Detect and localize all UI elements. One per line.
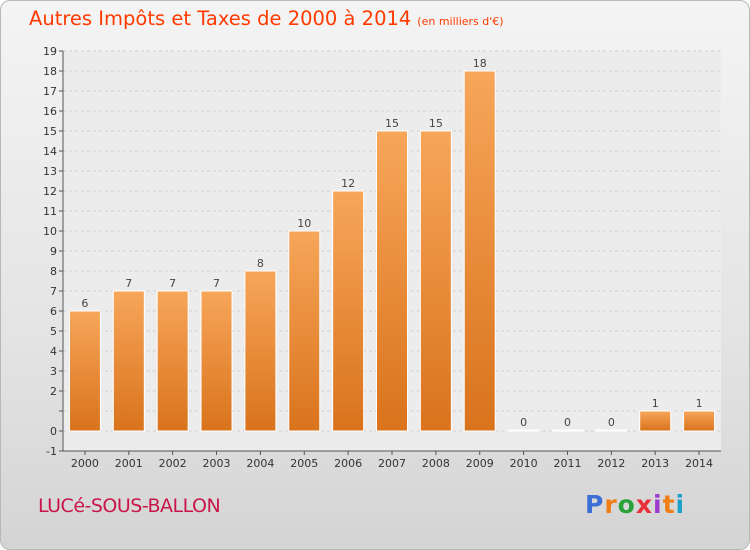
bar [551,429,584,432]
data-label: 7 [125,277,132,290]
data-label: 18 [473,57,487,70]
x-tick-label: 2005 [290,457,318,470]
logo-letter: t [662,490,676,519]
x-tick-label: 2001 [115,457,143,470]
y-tick-label: 4 [50,345,57,358]
data-label: 0 [608,416,615,429]
data-label: 15 [385,117,399,130]
bar [376,130,408,432]
logo-letter: i [675,490,686,519]
y-tick-label: 2 [50,385,57,398]
proxiti-logo: Proxiti [585,490,685,519]
y-tick-label: 9 [50,245,57,258]
title-text: Autres Impôts et Taxes de 2000 à 2014 [29,7,412,30]
bar [156,290,189,432]
x-tick-label: 2010 [510,457,538,470]
x-tick-label: 2013 [641,457,669,470]
y-tick-label: 14 [43,145,57,158]
y-tick-label: 11 [43,205,57,218]
data-label: 10 [297,217,311,230]
data-label: 1 [696,397,703,410]
bar [639,410,672,432]
logo-letter: r [604,490,618,519]
y-tick-label: 6 [50,305,57,318]
chart-title: Autres Impôts et Taxes de 2000 à 2014 (en… [29,7,504,30]
y-tick-label: -1 [46,445,57,458]
x-tick-label: 2009 [466,457,494,470]
y-tick-label: 18 [43,65,57,78]
bar [68,310,101,432]
data-label: 0 [564,416,571,429]
y-tick-label: 5 [50,325,57,338]
bar [595,429,628,432]
bar [200,290,233,432]
logo-letter: x [635,490,653,519]
y-tick-label: 7 [50,285,57,298]
y-tick-label: 10 [43,225,57,238]
x-tick-label: 2012 [597,457,625,470]
x-tick-label: 2004 [246,457,274,470]
logo-letter: o [617,490,636,519]
data-label: 0 [520,416,527,429]
x-tick-label: 2008 [422,457,450,470]
y-tick-label: 16 [43,105,57,118]
x-tick-label: 2014 [685,457,713,470]
bar [419,130,452,432]
y-tick-label: 8 [50,265,57,278]
x-tick-label: 2003 [203,457,231,470]
y-tick-label: 19 [43,45,57,58]
x-tick-label: 2011 [553,457,581,470]
x-tick-label: 2002 [159,457,187,470]
logo-letter: P [585,490,605,519]
bar [463,70,496,432]
data-label: 15 [429,117,443,130]
y-tick-label: 15 [43,125,57,138]
bar [332,190,365,432]
bar [112,290,145,432]
logo-letter: i [653,490,663,519]
x-tick-label: 2000 [71,457,99,470]
data-label: 8 [257,257,264,270]
data-label: 6 [81,297,88,310]
x-tick-label: 2006 [334,457,362,470]
x-tick-label: 2007 [378,457,406,470]
y-tick-label: 13 [43,165,57,178]
y-tick-label: 12 [43,185,57,198]
unit-text: (en milliers d'€) [417,15,504,28]
place-name: LUCé-SOUS-BALLON [38,495,221,517]
data-label: 7 [169,277,176,290]
y-tick-label: 0 [50,425,57,438]
y-tick-label: 3 [50,365,57,378]
y-tick-label: 17 [43,85,57,98]
bar [507,429,540,432]
data-label: 12 [341,177,355,190]
bar [288,230,321,432]
data-label: 7 [213,277,220,290]
data-label: 1 [652,397,659,410]
bar [244,270,277,432]
bar [683,410,716,432]
